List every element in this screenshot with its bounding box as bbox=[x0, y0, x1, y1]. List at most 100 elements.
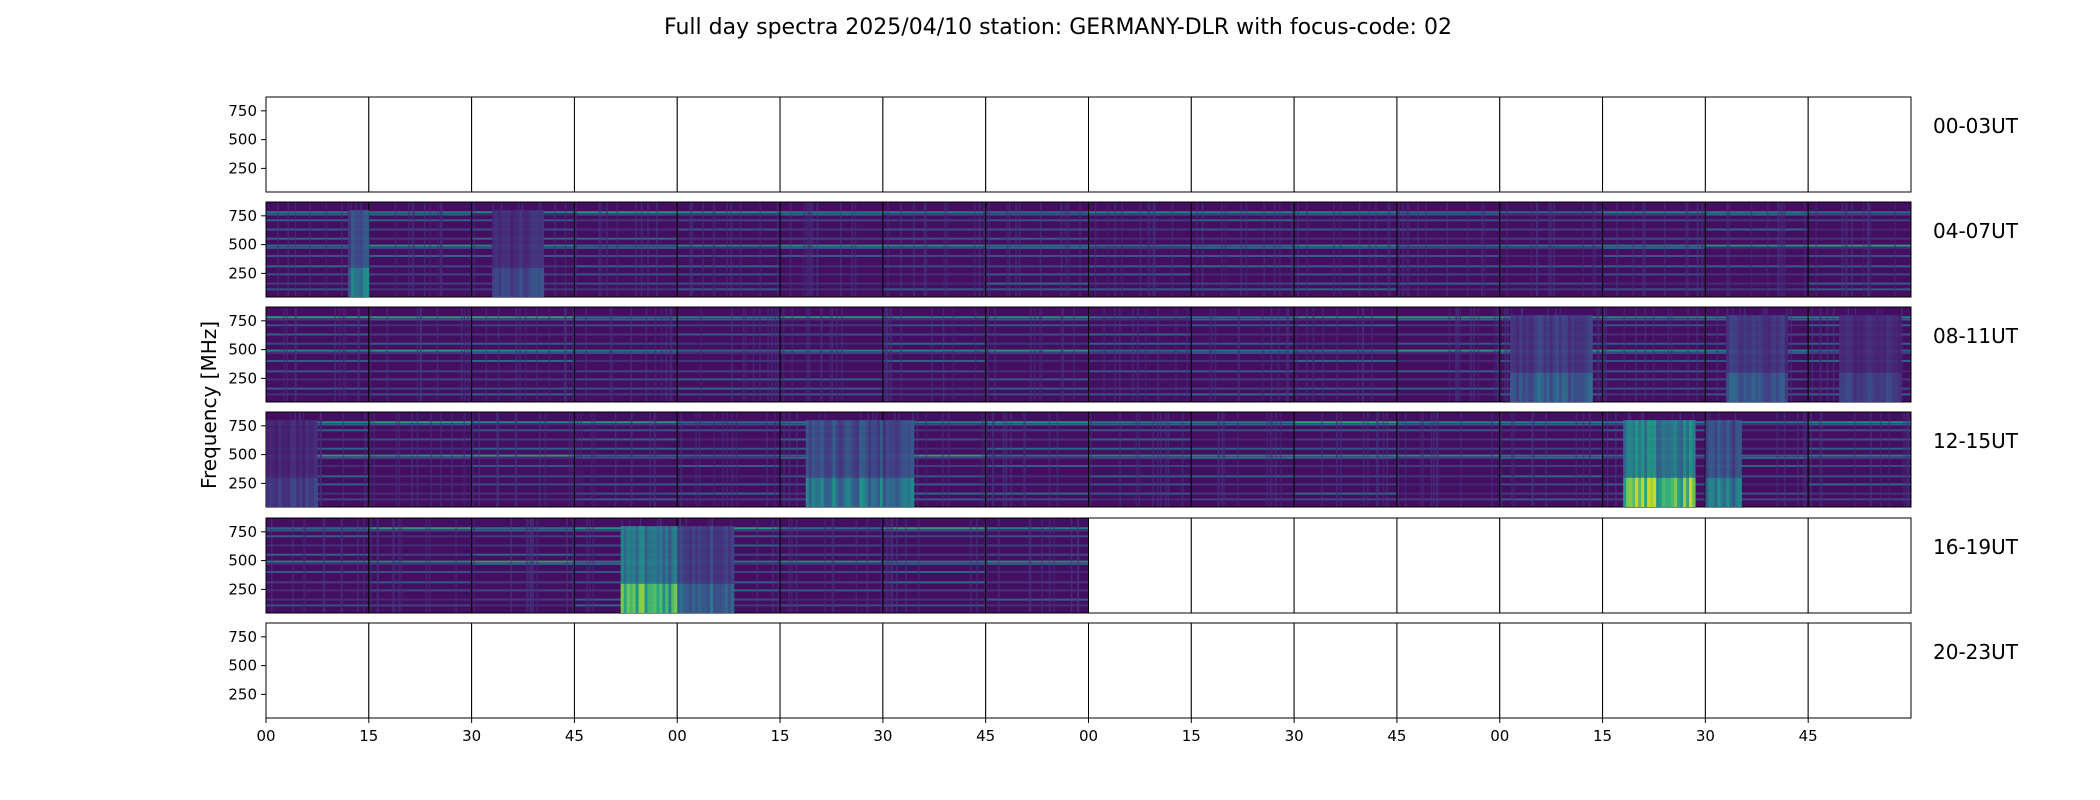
spectrum-panel bbox=[1704, 622, 1809, 719]
spectrum-panel bbox=[1293, 201, 1398, 298]
y-tick-label: 500 bbox=[228, 131, 257, 149]
radio-burst bbox=[677, 526, 735, 613]
spectrum-panel bbox=[1499, 96, 1604, 193]
radio-burst bbox=[266, 420, 318, 507]
spectrum-panel bbox=[368, 201, 473, 298]
row-label: 00-03UT bbox=[1933, 114, 2019, 138]
spectrum-panel bbox=[471, 306, 575, 403]
row-label: 04-07UT bbox=[1933, 219, 2019, 243]
y-tick-label: 750 bbox=[228, 628, 257, 646]
spectrum-panel bbox=[985, 201, 1089, 298]
spectrum-panel bbox=[471, 622, 575, 719]
spectrum-panel bbox=[1396, 96, 1501, 193]
panel-frame bbox=[1807, 622, 1912, 719]
spectrum-panel bbox=[1704, 96, 1809, 193]
spectra-row: 250 500 750 00-03UT bbox=[228, 96, 2019, 193]
spectrum-panel bbox=[1499, 411, 1604, 508]
x-tick-label: 45 bbox=[1387, 727, 1406, 745]
panel-frame bbox=[1807, 96, 1912, 193]
x-tick-label: 00 bbox=[256, 727, 275, 745]
x-tick-label: 15 bbox=[1593, 727, 1612, 745]
y-tick-label: 500 bbox=[228, 446, 257, 464]
spectrum-panel bbox=[1602, 96, 1706, 193]
spectrum-panel bbox=[779, 201, 884, 298]
spectrum-panel bbox=[1396, 622, 1501, 719]
spectrum-panel bbox=[471, 517, 575, 614]
y-tick-label: 500 bbox=[228, 657, 257, 675]
spectrum-panel bbox=[676, 306, 781, 403]
spectrum-panel bbox=[573, 306, 678, 403]
spectrum-panel bbox=[573, 411, 678, 508]
spectrum-panel bbox=[1602, 201, 1706, 298]
y-tick-label: 250 bbox=[228, 159, 257, 177]
x-tick-label: 15 bbox=[1182, 727, 1201, 745]
spectrum-panel bbox=[1704, 201, 1809, 298]
y-tick-label: 750 bbox=[228, 102, 257, 120]
y-axis-label: Frequency [MHz] bbox=[197, 321, 221, 489]
spectrum-panel bbox=[1088, 622, 1192, 719]
spectrum-panel bbox=[1396, 517, 1501, 614]
x-tick-label: 15 bbox=[359, 727, 378, 745]
spectrum-panel bbox=[1088, 517, 1192, 614]
spectrum-panel bbox=[1190, 306, 1295, 403]
spectrum-panel bbox=[471, 96, 575, 193]
y-tick-label: 500 bbox=[228, 552, 257, 570]
radio-burst bbox=[1705, 420, 1742, 507]
y-tick-label: 750 bbox=[228, 523, 257, 541]
spectrum-panel bbox=[676, 622, 781, 719]
spectra-rows: 250 500 750 00-03UT 250 500 750 04-07UT 250 500 75… bbox=[228, 96, 2019, 719]
spectrum-panel bbox=[676, 411, 781, 508]
x-axis-ticks: 00 15 30 45 00 15 30 45 00 15 30 45 00 15 30 45 bbox=[256, 718, 1818, 745]
spectrum-panel bbox=[676, 96, 781, 193]
spectrum-panel bbox=[573, 622, 678, 719]
spectrum-panel bbox=[779, 517, 884, 614]
spectrum-panel bbox=[985, 517, 1089, 614]
spectrum-panel bbox=[573, 96, 678, 193]
spectrum-panel bbox=[1190, 201, 1295, 298]
spectrum-panel bbox=[1088, 201, 1192, 298]
y-tick-label: 250 bbox=[228, 264, 257, 282]
spectra-row: 250 500 750 08-11UT bbox=[228, 306, 2019, 403]
radio-burst bbox=[348, 210, 370, 297]
spectrum-panel bbox=[1396, 306, 1501, 403]
spectrum-panel bbox=[1396, 201, 1501, 298]
x-tick-label: 30 bbox=[462, 727, 481, 745]
spectra-row: 250 500 750 20-23UT bbox=[228, 622, 2019, 719]
spectrum-panel bbox=[368, 622, 473, 719]
x-tick-label: 15 bbox=[771, 727, 790, 745]
spectrum-panel bbox=[985, 622, 1089, 719]
spectrum-panel bbox=[265, 306, 370, 403]
spectrum-panel bbox=[882, 517, 987, 614]
spectrum-panel bbox=[1807, 622, 1912, 719]
radio-burst bbox=[805, 420, 884, 507]
y-tick-label: 250 bbox=[228, 474, 257, 492]
x-tick-label: 45 bbox=[1799, 727, 1818, 745]
spectrum-panel bbox=[1088, 96, 1192, 193]
radio-burst bbox=[1510, 315, 1593, 402]
x-tick-label: 30 bbox=[873, 727, 892, 745]
spectrum-panel bbox=[265, 96, 370, 193]
spectrum-panel bbox=[882, 201, 987, 298]
spectra-row: 250 500 750 12-15UT bbox=[228, 411, 2019, 508]
chart-title: Full day spectra 2025/04/10 station: GER… bbox=[664, 15, 1452, 40]
y-tick-label: 500 bbox=[228, 341, 257, 359]
spectra-row: 250 500 750 04-07UT bbox=[228, 201, 2019, 298]
spectrum-panel bbox=[779, 306, 884, 403]
spectra-row: 250 500 750 16-19UT bbox=[228, 517, 2019, 614]
spectrum-panel bbox=[1602, 622, 1706, 719]
row-label: 12-15UT bbox=[1933, 429, 2019, 453]
y-tick-label: 750 bbox=[228, 207, 257, 225]
spectrum-panel bbox=[368, 517, 473, 614]
radio-burst bbox=[882, 420, 915, 507]
y-tick-label: 500 bbox=[228, 236, 257, 254]
x-tick-label: 00 bbox=[668, 727, 687, 745]
spectrum-panel bbox=[265, 517, 370, 614]
spectrum-panel bbox=[471, 411, 575, 508]
spectrum-panel bbox=[1602, 517, 1706, 614]
spectrum-panel bbox=[1190, 622, 1295, 719]
y-tick-label: 750 bbox=[228, 312, 257, 330]
y-tick-label: 250 bbox=[228, 685, 257, 703]
spectrum-panel bbox=[265, 622, 370, 719]
panel-frame bbox=[1807, 201, 1912, 298]
spectrum-panel bbox=[1499, 517, 1604, 614]
